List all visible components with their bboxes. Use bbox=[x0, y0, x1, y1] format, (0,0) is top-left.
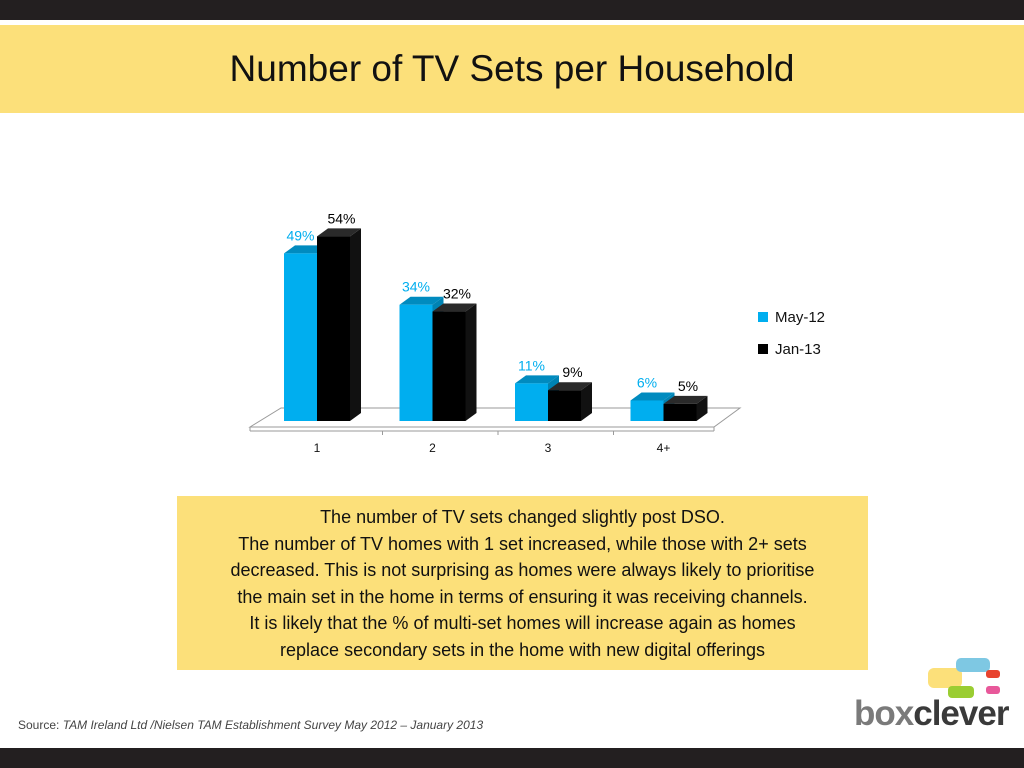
bar-Jan-13-4+ bbox=[663, 403, 697, 421]
chart-value-labels: 49% 54% 34% 32% 11% 9% 6% 5% bbox=[286, 210, 698, 394]
bar-value-label: 32% bbox=[443, 286, 471, 302]
bar-top bbox=[317, 228, 361, 237]
logo-wordmark: boxclever bbox=[854, 694, 1009, 734]
bar-side bbox=[581, 382, 592, 421]
source-text: TAM Ireland Ltd /Nielsen TAM Establishme… bbox=[62, 718, 484, 732]
bottom-bar bbox=[0, 748, 1024, 768]
commentary-box: The number of TV sets changed slightly p… bbox=[177, 496, 868, 670]
slide-title: Number of TV Sets per Household bbox=[229, 48, 795, 89]
bar-May-12-2 bbox=[399, 304, 433, 421]
legend-label: May-12 bbox=[775, 309, 825, 326]
bar-top bbox=[399, 296, 444, 305]
x-tick-label: 3 bbox=[545, 441, 552, 455]
bar-chart: 49% 54% 34% 32% 11% 9% 6% 5% 1 2 3 4+ May-12 Jan-13 bbox=[248, 210, 825, 455]
bar-May-12-1 bbox=[284, 253, 317, 421]
commentary-line: replace secondary sets in the home with … bbox=[280, 639, 765, 660]
legend-label: Jan-13 bbox=[775, 341, 821, 358]
bar-side bbox=[465, 303, 477, 421]
legend-swatch bbox=[758, 344, 768, 354]
chart-x-axis: 1 2 3 4+ bbox=[314, 431, 671, 455]
title-band: Number of TV Sets per Household bbox=[0, 25, 1024, 113]
bar-value-label: 6% bbox=[637, 374, 657, 390]
bar-top bbox=[630, 392, 675, 401]
bar-top bbox=[432, 303, 477, 312]
legend-swatch bbox=[758, 312, 768, 322]
commentary-line: The number of TV sets changed slightly p… bbox=[320, 507, 725, 527]
bar-Jan-13-1 bbox=[317, 236, 350, 421]
source-label: Source: bbox=[18, 718, 60, 732]
bar-value-label: 11% bbox=[518, 357, 545, 373]
x-tick-label: 4+ bbox=[657, 441, 671, 455]
commentary-line: the main set in the home in terms of ens… bbox=[237, 586, 808, 607]
chart-legend: May-12 Jan-13 bbox=[758, 309, 825, 358]
logo-word-box: box bbox=[854, 694, 914, 733]
x-tick-label: 2 bbox=[429, 441, 436, 455]
bar-value-label: 34% bbox=[402, 279, 430, 295]
commentary-line: The number of TV homes with 1 set increa… bbox=[238, 533, 807, 554]
bar-side bbox=[350, 228, 361, 421]
commentary-line: It is likely that the % of multi-set hom… bbox=[249, 613, 796, 633]
bar-value-label: 54% bbox=[327, 210, 355, 226]
bar-top bbox=[548, 382, 592, 391]
logo-speech-bubbles-icon bbox=[928, 658, 1000, 698]
x-tick-label: 1 bbox=[314, 441, 321, 455]
bar-May-12-4+ bbox=[630, 400, 664, 421]
chart-bars bbox=[284, 228, 708, 421]
top-bar bbox=[0, 0, 1024, 20]
boxclever-logo: boxclever bbox=[852, 656, 1012, 736]
source-note: Source: TAM Ireland Ltd /Nielsen TAM Est… bbox=[18, 718, 483, 732]
bar-value-label: 49% bbox=[286, 227, 314, 243]
logo-word-clever: clever bbox=[913, 694, 1009, 733]
chart-floor-plane bbox=[248, 407, 742, 428]
commentary-line: decreased. This is not surprising as hom… bbox=[230, 560, 815, 580]
bar-top bbox=[663, 395, 708, 404]
bar-value-label: 5% bbox=[678, 378, 698, 394]
bar-Jan-13-2 bbox=[432, 311, 466, 421]
bar-top bbox=[515, 375, 559, 384]
bar-May-12-3 bbox=[515, 383, 548, 421]
bar-Jan-13-3 bbox=[548, 390, 581, 421]
bar-side bbox=[696, 395, 708, 421]
chart-floor bbox=[248, 407, 742, 432]
bar-value-label: 9% bbox=[562, 364, 582, 380]
